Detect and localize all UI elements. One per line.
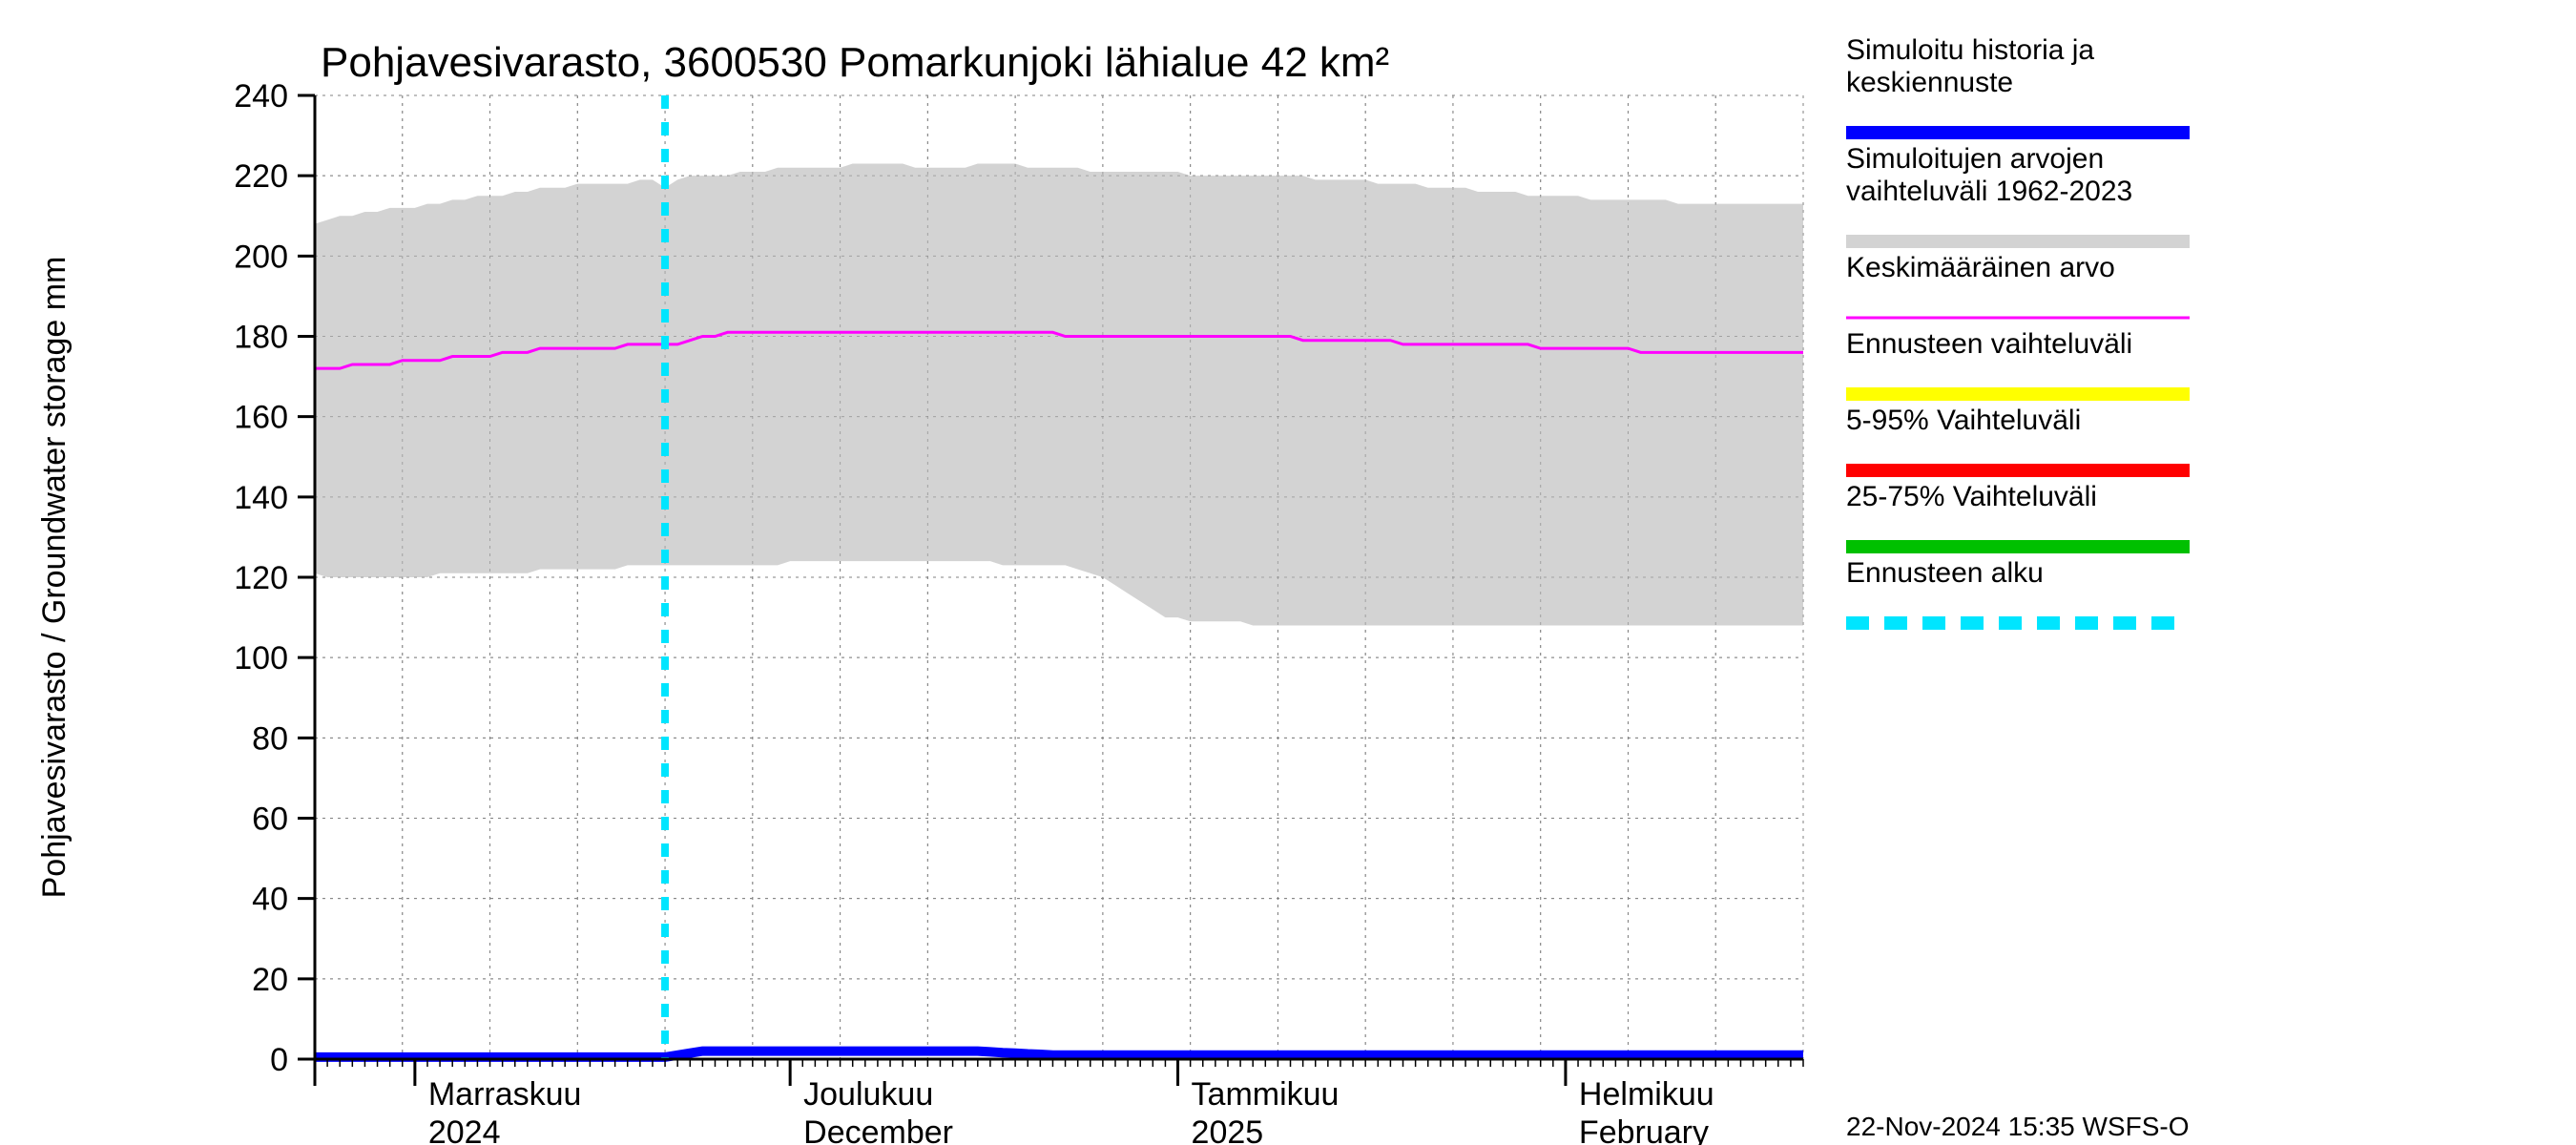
- legend-swatch: [1846, 387, 2190, 401]
- y-tick-label: 240: [234, 78, 288, 114]
- legend-label: Ennusteen alku: [1846, 557, 2044, 589]
- y-tick-label: 80: [252, 720, 288, 757]
- x-tick-label-1: Helmikuu: [1579, 1076, 1714, 1113]
- legend-swatch: [1846, 235, 2190, 248]
- y-tick-label: 60: [252, 802, 288, 838]
- y-tick-label: 0: [270, 1042, 288, 1078]
- y-tick-label: 120: [234, 560, 288, 596]
- legend-swatch: [1846, 126, 2190, 139]
- y-axis-label: Pohjavesivarasto / Groundwater storage m…: [36, 257, 73, 899]
- x-tick-label-1: Tammikuu: [1192, 1076, 1340, 1113]
- y-tick-label: 160: [234, 400, 288, 436]
- y-tick-label: 40: [252, 882, 288, 918]
- legend-label: 5-95% Vaihteluväli: [1846, 405, 2081, 436]
- x-tick-label-2: 2025: [1192, 1114, 1264, 1145]
- legend-label: Keskimääräinen arvo: [1846, 252, 2115, 283]
- y-tick-label: 200: [234, 239, 288, 275]
- x-tick-label-2: December: [803, 1114, 953, 1145]
- legend-label: 25-75% Vaihteluväli: [1846, 481, 2097, 512]
- legend-label: Simuloitujen arvojen: [1846, 143, 2104, 175]
- y-tick-label: 100: [234, 640, 288, 677]
- y-tick-label: 20: [252, 962, 288, 998]
- chart-svg: 0 20 40 60 80 100 120 140 160 180 200 220 240 Marrask…: [0, 0, 2576, 1145]
- y-tick-label: 180: [234, 320, 288, 356]
- x-tick-label-1: Marraskuu: [428, 1076, 582, 1113]
- legend-label: Simuloitu historia ja: [1846, 34, 2094, 66]
- chart-title: Pohjavesivarasto, 3600530 Pomarkunjoki l…: [321, 39, 1389, 86]
- legend-swatch: [1846, 540, 2190, 553]
- x-tick-label-1: Joulukuu: [803, 1076, 933, 1113]
- y-tick-label: 220: [234, 158, 288, 195]
- legend-label: vaihteluväli 1962-2023: [1846, 176, 2132, 207]
- legend-label: Ennusteen vaihteluväli: [1846, 328, 2132, 360]
- chart-container: 0 20 40 60 80 100 120 140 160 180 200 220 240 Marrask…: [0, 0, 2576, 1145]
- legend-swatch: [1846, 464, 2190, 477]
- x-tick-label-2: February: [1579, 1114, 1709, 1145]
- legend-label: keskiennuste: [1846, 67, 2013, 98]
- y-tick-label: 140: [234, 480, 288, 516]
- historical-band: [315, 164, 1803, 626]
- footer-timestamp: 22-Nov-2024 15:35 WSFS-O: [1846, 1112, 2190, 1141]
- x-tick-label-2: 2024: [428, 1114, 501, 1145]
